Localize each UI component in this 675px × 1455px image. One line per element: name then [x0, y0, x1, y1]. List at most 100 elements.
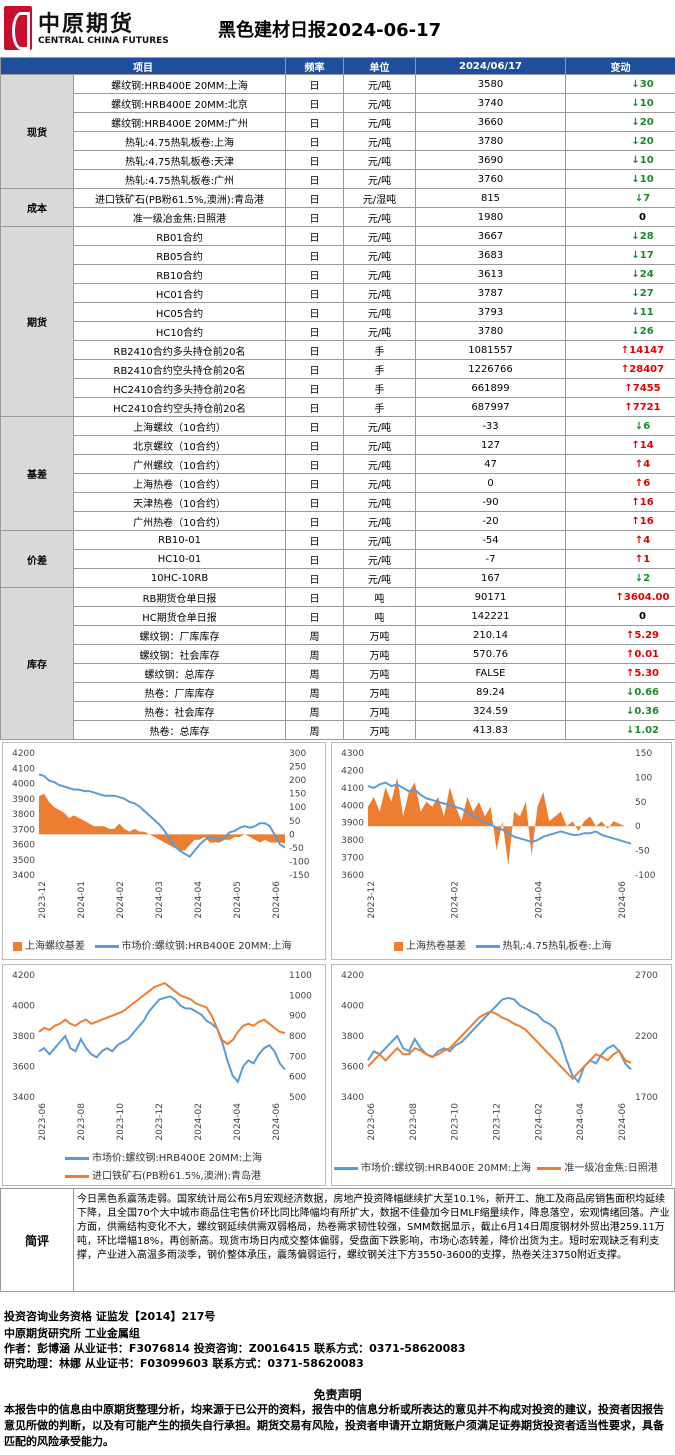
change-cell: ↑3604.00	[565, 587, 675, 607]
left-tick-label: 4300	[341, 749, 364, 759]
frequency-cell: 周	[285, 625, 344, 645]
unit-cell: 元/吨	[343, 511, 416, 531]
left-tick-label: 3600	[12, 841, 35, 851]
item-cell: 北京螺纹（10合约）	[73, 435, 286, 455]
change-value: 7	[643, 192, 651, 204]
frequency-cell: 周	[285, 720, 344, 740]
change-value: 28	[639, 230, 654, 242]
unit-cell: 元/吨	[343, 131, 416, 151]
change-value: 6	[643, 420, 651, 432]
left-tick-label: 3800	[12, 810, 35, 820]
unit-cell: 元/吨	[343, 207, 416, 227]
arrow-up-icon: ↑	[631, 496, 640, 508]
right-tick-label: 2200	[635, 1032, 658, 1042]
value-cell: 324.59	[415, 701, 566, 721]
change-value: 17	[639, 249, 654, 261]
price-line-series	[367, 781, 632, 845]
price-line-series	[38, 773, 286, 859]
left-tick-label: 3600	[341, 1063, 364, 1073]
legend-label: 市场价:螺纹钢:HRB400E 20MM:上海	[92, 1153, 262, 1164]
change-value: 27	[639, 287, 654, 299]
change-cell: ↓0.66	[565, 682, 675, 702]
arrow-down-icon: ↓	[634, 420, 644, 432]
category-cell: 库存	[0, 587, 74, 740]
unit-cell: 手	[343, 359, 416, 379]
arrow-up-icon: ↑	[631, 515, 640, 527]
change-cell: ↓0.36	[565, 701, 675, 721]
unit-cell: 元/吨	[343, 473, 416, 493]
value-cell: 3740	[415, 93, 566, 113]
change-value: 10	[639, 173, 654, 185]
right-tick-label: 0	[289, 830, 295, 840]
value-cell: 3683	[415, 245, 566, 265]
frequency-cell: 日	[285, 492, 344, 512]
logo-chinese-name: 中原期货	[38, 11, 135, 37]
legend-bar-icon	[394, 941, 403, 951]
x-tick-label: 2024-04	[576, 1103, 586, 1141]
item-cell: HC10合约	[73, 321, 286, 341]
frequency-cell: 日	[285, 93, 344, 113]
table-row: RB05合约日元/吨 3683 ↓17	[1, 245, 675, 265]
left-tick-label: 3900	[341, 819, 364, 829]
left-tick-label: 3400	[341, 1093, 364, 1103]
value-cell: -54	[415, 530, 566, 550]
unit-cell: 元/吨	[343, 416, 416, 436]
arrow-down-icon: ↓	[631, 154, 640, 166]
logo-english-name: CENTRAL CHINA FUTURES	[38, 36, 169, 46]
right-tick-label: -100	[635, 871, 656, 881]
right-tick-label: -100	[289, 857, 310, 867]
legend-label: 上海热卷基差	[406, 941, 466, 952]
change-cell: ↓24	[565, 264, 675, 284]
arrow-down-icon: ↓	[631, 135, 640, 147]
value-cell: -90	[415, 492, 566, 512]
change-cell: ↓20	[565, 112, 675, 132]
change-cell: ↑16	[565, 511, 675, 531]
chart-legend: 上海螺纹基差 市场价:螺纹钢:HRB400E 20MM:上海	[13, 937, 292, 952]
change-cell: ↓30	[565, 74, 675, 94]
item-cell: 广州螺纹（10合约）	[73, 454, 286, 474]
legend-line-icon	[94, 944, 119, 948]
x-tick-label: 2024-02	[116, 881, 126, 919]
value-cell: 127	[415, 435, 566, 455]
frequency-cell: 日	[285, 587, 344, 607]
change-cell: ↑14	[565, 435, 675, 455]
category-cell: 基差	[0, 416, 74, 531]
table-row: 热轧:4.75热轧板卷:广州日元/吨 3760 ↓10	[1, 169, 675, 189]
unit-cell: 元/吨	[343, 549, 416, 569]
unit-cell: 元/吨	[343, 435, 416, 455]
change-cell: ↑5.29	[565, 625, 675, 645]
left-tick-label: 3900	[12, 795, 35, 805]
institute-info: 中原期货研究所 工业金属组	[4, 1327, 140, 1340]
change-value: 3604.00	[623, 591, 670, 603]
change-cell: ↑1	[565, 549, 675, 569]
unit-cell: 吨	[343, 606, 416, 626]
value-cell: 661899	[415, 378, 566, 398]
change-value: 4	[643, 458, 651, 470]
unit-cell: 万吨	[343, 663, 416, 683]
price-line-series	[38, 995, 286, 1084]
right-tick-label: 900	[289, 1012, 306, 1022]
left-tick-label: 3400	[12, 1093, 35, 1103]
hrc-basis-chart: 4300 4200 4100 4000 3900 3800 3700 3600 150 100 50…	[331, 742, 672, 960]
change-cell: ↓2	[565, 568, 675, 588]
unit-cell: 元/吨	[343, 74, 416, 94]
legend-label: 热轧:4.75热轧板卷:上海	[502, 941, 612, 952]
frequency-cell: 日	[285, 112, 344, 132]
table-row: 期货 RB01合约日元/吨 3667 ↓28	[0, 226, 675, 417]
report-title: 黑色建材日报2024-06-17	[218, 20, 442, 41]
table-row: 螺纹钢:HRB400E 20MM:北京日元/吨 3740 ↓10	[1, 93, 675, 113]
right-tick-label: -50	[289, 844, 304, 854]
item-cell: 热轧:4.75热轧板卷:天津	[73, 150, 286, 170]
change-value: 0	[639, 610, 646, 622]
change-cell: ↑5.30	[565, 663, 675, 683]
change-cell: ↓20	[565, 131, 675, 151]
chart-legend: 市场价:螺纹钢:HRB400E 20MM:上海	[65, 1149, 262, 1164]
value-cell: 90171	[415, 587, 566, 607]
value-cell: 0	[415, 473, 566, 493]
value-cell: 3580	[415, 74, 566, 94]
right-tick-label: -150	[289, 871, 310, 881]
arrow-up-icon: ↑	[634, 477, 644, 489]
arrow-up-icon: ↑	[615, 591, 624, 603]
change-cell: ↑28407	[565, 359, 675, 379]
right-tick-label: 500	[289, 1093, 306, 1103]
